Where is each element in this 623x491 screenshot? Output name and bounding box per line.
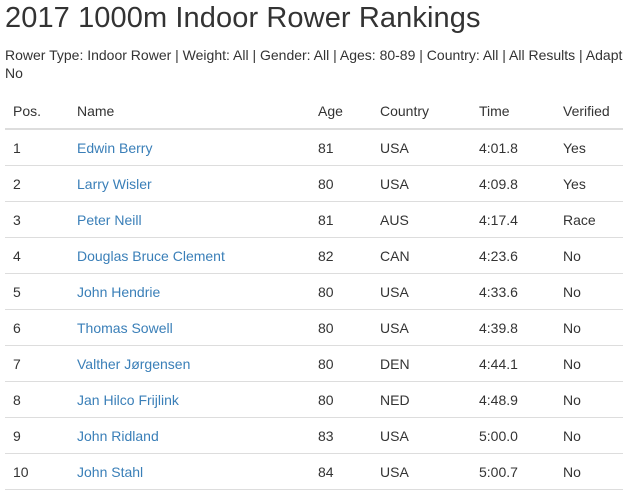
table-row: 9 John Ridland 83 USA 5:00.0 No (5, 417, 623, 454)
position-cell: 8 (5, 381, 69, 418)
verified-cell: No (555, 273, 623, 310)
age-cell: 81 (310, 129, 372, 166)
filter-summary-line-continued: No (5, 65, 23, 81)
verified-cell: Yes (555, 129, 623, 166)
verified-cell: Yes (555, 165, 623, 202)
column-header-time: Time (471, 93, 555, 130)
time-cell: 4:33.6 (471, 273, 555, 310)
country-cell: AUS (372, 201, 471, 238)
age-cell: 83 (310, 417, 372, 454)
verified-cell: No (555, 381, 623, 418)
position-cell: 2 (5, 165, 69, 202)
country-cell: USA (372, 309, 471, 346)
verified-cell: Race (555, 201, 623, 238)
position-cell: 9 (5, 417, 69, 454)
rower-name-link[interactable]: Jan Hilco Frijlink (77, 391, 179, 408)
table-row: 3 Peter Neill 81 AUS 4:17.4 Race (5, 201, 623, 238)
rower-name-link[interactable]: John Ridland (77, 427, 159, 444)
age-cell: 80 (310, 381, 372, 418)
position-cell: 5 (5, 273, 69, 310)
column-header-position: Pos. (5, 93, 69, 130)
position-cell: 7 (5, 345, 69, 382)
time-cell: 4:09.8 (471, 165, 555, 202)
verified-cell: No (555, 237, 623, 274)
age-cell: 81 (310, 201, 372, 238)
time-cell: 4:44.1 (471, 345, 555, 382)
position-cell: 3 (5, 201, 69, 238)
age-cell: 80 (310, 273, 372, 310)
country-cell: DEN (372, 345, 471, 382)
verified-cell: No (555, 309, 623, 346)
filter-summary: Rower Type: Indoor Rower | Weight: All |… (5, 46, 623, 82)
time-cell: 5:00.0 (471, 417, 555, 454)
table-row: 8 Jan Hilco Frijlink 80 NED 4:48.9 No (5, 381, 623, 418)
verified-cell: No (555, 453, 623, 490)
country-cell: CAN (372, 237, 471, 274)
position-cell: 1 (5, 129, 69, 166)
column-header-verified: Verified (555, 93, 623, 130)
rower-name-link[interactable]: Douglas Bruce Clement (77, 247, 225, 264)
time-cell: 5:00.7 (471, 453, 555, 490)
verified-cell: No (555, 345, 623, 382)
country-cell: USA (372, 273, 471, 310)
table-row: 5 John Hendrie 80 USA 4:33.6 No (5, 273, 623, 310)
country-cell: NED (372, 381, 471, 418)
country-cell: USA (372, 453, 471, 490)
table-row: 10 John Stahl 84 USA 5:00.7 No (5, 453, 623, 490)
rower-name-link[interactable]: Valther Jørgensen (77, 355, 191, 372)
country-cell: USA (372, 417, 471, 454)
time-cell: 4:01.8 (471, 129, 555, 166)
page-title: 2017 1000m Indoor Rower Rankings (5, 2, 481, 34)
rower-name-link[interactable]: Thomas Sowell (77, 319, 173, 336)
age-cell: 80 (310, 309, 372, 346)
country-cell: USA (372, 165, 471, 202)
rower-name-link[interactable]: Edwin Berry (77, 139, 153, 156)
position-cell: 4 (5, 237, 69, 274)
age-cell: 82 (310, 237, 372, 274)
column-header-age: Age (310, 93, 372, 130)
table-row: 2 Larry Wisler 80 USA 4:09.8 Yes (5, 165, 623, 202)
column-header-country: Country (372, 93, 471, 130)
filter-summary-line: Rower Type: Indoor Rower | Weight: All |… (5, 47, 623, 63)
rower-name-link[interactable]: Peter Neill (77, 211, 142, 228)
position-cell: 10 (5, 453, 69, 490)
column-header-name: Name (69, 93, 310, 130)
rower-name-link[interactable]: John Stahl (77, 463, 144, 480)
table-row: 1 Edwin Berry 81 USA 4:01.8 Yes (5, 129, 623, 166)
table-row: 4 Douglas Bruce Clement 82 CAN 4:23.6 No (5, 237, 623, 274)
rankings-table: Pos. Name Age Country Time Verified 1 Ed… (5, 93, 623, 490)
time-cell: 4:48.9 (471, 381, 555, 418)
table-header-row: Pos. Name Age Country Time Verified (5, 93, 623, 130)
time-cell: 4:39.8 (471, 309, 555, 346)
age-cell: 84 (310, 453, 372, 490)
rower-name-link[interactable]: Larry Wisler (77, 175, 152, 192)
time-cell: 4:23.6 (471, 237, 555, 274)
age-cell: 80 (310, 165, 372, 202)
age-cell: 80 (310, 345, 372, 382)
verified-cell: No (555, 417, 623, 454)
rower-name-link[interactable]: John Hendrie (77, 283, 161, 300)
time-cell: 4:17.4 (471, 201, 555, 238)
country-cell: USA (372, 129, 471, 166)
table-row: 6 Thomas Sowell 80 USA 4:39.8 No (5, 309, 623, 346)
position-cell: 6 (5, 309, 69, 346)
table-row: 7 Valther Jørgensen 80 DEN 4:44.1 No (5, 345, 623, 382)
